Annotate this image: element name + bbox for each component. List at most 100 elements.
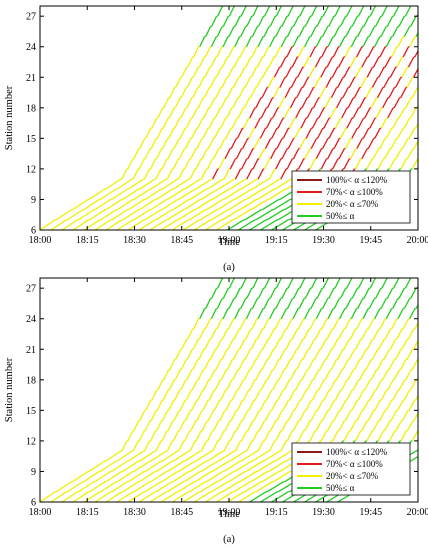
train-segment <box>389 338 397 350</box>
train-segment <box>287 278 294 289</box>
train-segment <box>232 369 239 381</box>
train-segment <box>346 278 353 289</box>
train-segment <box>187 56 194 68</box>
train-segment <box>224 420 231 432</box>
train-segment <box>299 6 306 17</box>
train-segment <box>400 87 407 98</box>
train-segment <box>362 308 369 320</box>
train-segment <box>255 97 262 109</box>
train-segment <box>375 15 382 27</box>
train-segment <box>240 278 247 289</box>
train-segment <box>333 26 340 37</box>
train-segment <box>343 66 350 78</box>
train-segment <box>249 107 256 119</box>
train-segment <box>252 278 259 289</box>
train-segment <box>410 15 417 27</box>
train-segment <box>234 440 242 452</box>
train-segment <box>209 348 217 360</box>
train-segment <box>224 148 231 160</box>
train-segment <box>216 298 223 309</box>
train-segment <box>174 369 181 381</box>
train-segment <box>189 440 196 452</box>
train-segment <box>329 107 337 119</box>
train-segment <box>334 117 342 129</box>
train-segment <box>201 460 218 472</box>
train-segment <box>310 26 317 37</box>
train-segment <box>204 338 211 350</box>
train-segment <box>262 46 270 58</box>
train-segment <box>276 410 283 421</box>
train-segment <box>116 178 133 190</box>
train-segment <box>348 348 356 360</box>
train-segment <box>234 188 252 200</box>
train-segment <box>157 379 164 391</box>
train-segment <box>220 97 227 109</box>
train-segment <box>234 287 241 299</box>
train-segment <box>325 348 332 360</box>
train-segment <box>245 36 252 48</box>
train-segment <box>122 481 139 493</box>
train-segment <box>189 460 207 472</box>
train-segment <box>411 158 418 170</box>
train-segment <box>380 389 388 401</box>
train-segment <box>117 470 134 483</box>
train-segment <box>280 36 287 48</box>
train-segment <box>184 178 201 190</box>
train-segment <box>155 481 173 493</box>
train-segment <box>350 36 358 48</box>
train-segment <box>220 117 227 129</box>
train-segment <box>411 359 418 370</box>
train-segment <box>144 188 162 200</box>
train-segment <box>145 127 152 139</box>
train-segment <box>213 420 220 432</box>
train-segment <box>387 107 394 119</box>
train-segment <box>257 15 265 27</box>
train-segment <box>353 87 361 98</box>
train-segment <box>277 389 284 401</box>
train-segment <box>301 369 308 381</box>
train-segment <box>393 278 400 289</box>
train-segment <box>155 209 173 221</box>
train-segment <box>161 430 168 442</box>
train-segment <box>200 440 208 452</box>
train-segment <box>212 188 229 200</box>
train-segment <box>341 379 348 391</box>
train-segment <box>369 117 376 129</box>
train-segment <box>197 97 204 109</box>
subplot-caption: (a) <box>223 262 235 273</box>
train-segment <box>221 328 229 340</box>
train-segment <box>381 278 388 289</box>
train-segment <box>192 359 199 370</box>
x-tick-label: 19:30 <box>312 235 335 246</box>
train-segment <box>252 6 259 17</box>
y-tick-label: 6 <box>31 226 36 237</box>
train-segment <box>331 338 339 350</box>
train-segment <box>179 127 186 139</box>
train-segment <box>343 338 350 350</box>
train-segment <box>251 450 269 462</box>
train-segment <box>173 410 180 421</box>
train-segment <box>401 66 408 78</box>
train-segment <box>228 318 235 330</box>
train-segment <box>260 379 267 391</box>
y-tick-label: 24 <box>26 42 36 53</box>
y-axis-title: Station number <box>4 357 15 422</box>
train-segment <box>83 470 100 483</box>
train-segment <box>361 328 368 340</box>
train-segment <box>111 188 128 200</box>
train-segment <box>199 308 206 320</box>
train-segment <box>221 56 229 68</box>
train-segment <box>167 188 184 200</box>
train-segment <box>297 66 304 78</box>
y-tick-label: 9 <box>31 467 36 478</box>
train-segment <box>299 138 306 149</box>
train-segment <box>297 318 305 330</box>
train-segment <box>246 168 253 180</box>
train-segment <box>349 328 357 340</box>
train-segment <box>316 127 324 139</box>
y-axis: 6 9 12 15 18 21 24 27 <box>26 12 418 237</box>
train-segment <box>238 491 256 502</box>
train-segment <box>190 420 197 432</box>
train-segment <box>309 158 316 170</box>
y-tick-label: 15 <box>26 134 36 145</box>
